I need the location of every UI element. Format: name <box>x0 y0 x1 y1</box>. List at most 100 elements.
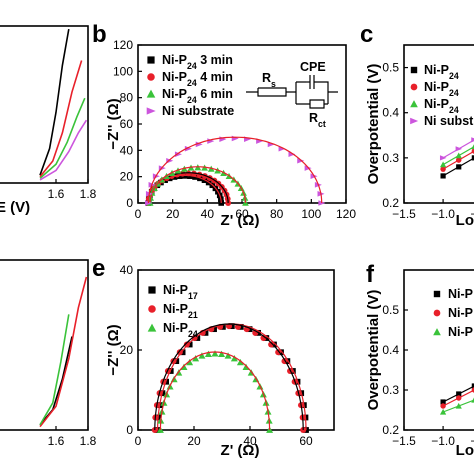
fit-line <box>442 139 474 159</box>
legend-marker <box>410 66 418 74</box>
panel-c: c0.20.30.40.5−1.5−1.0−0.5Ni-P24Ni-P24Ni-… <box>360 21 474 229</box>
data-point <box>191 334 198 342</box>
data-point <box>186 358 194 366</box>
data-point <box>456 164 462 170</box>
series-line <box>39 28 70 176</box>
series-line <box>39 336 73 426</box>
data-point <box>456 391 462 397</box>
legend-label: Ni-P24 4 min <box>162 70 233 88</box>
data-point <box>198 352 206 359</box>
circuit-cpe-label: CPE <box>300 60 326 74</box>
y-tick-label: 80 <box>120 91 134 105</box>
data-point <box>236 358 244 366</box>
x-axis-label: E (V) <box>0 199 30 216</box>
x-tick-label: −1.0 <box>431 207 455 221</box>
legend-label: Ni-P24 <box>163 321 198 339</box>
data-point <box>471 148 474 154</box>
x-tick-label: 20 <box>166 207 180 221</box>
legend-label: Ni subst <box>424 114 474 128</box>
series-line <box>39 97 86 179</box>
data-point <box>471 397 474 403</box>
data-point <box>218 350 226 358</box>
fit-line <box>442 389 474 407</box>
data-point <box>471 387 474 393</box>
data-point <box>439 155 447 161</box>
y-tick-label: 0.3 <box>382 151 399 165</box>
y-tick-label: 20 <box>120 343 134 357</box>
data-point <box>440 166 446 172</box>
x-tick-label: 0 <box>135 434 142 448</box>
data-point <box>174 151 182 158</box>
x-tick-label: −1.5 <box>392 434 416 448</box>
fit-line <box>157 323 307 431</box>
data-point <box>204 350 212 358</box>
legend-marker <box>410 83 418 91</box>
y-axis-label: −Z'' (Ω) <box>105 98 122 149</box>
panel-b: b 0 20 40 60 80 100 120 0 20 40 60 80 100 120 Ni-P24 3 … <box>92 21 356 229</box>
y-tick-label: 60 <box>120 117 134 131</box>
x-tick-label: −0.5 <box>470 207 474 221</box>
data-point <box>224 352 232 359</box>
x-tick-label: 100 <box>301 207 321 221</box>
legend-marker <box>433 290 441 298</box>
plot-frame <box>0 25 89 184</box>
legend-label: Ni-P24 3 min <box>162 53 233 71</box>
y-axis-label: −Z'' (Ω) <box>105 324 122 375</box>
legend-label: Ni-P24 <box>424 80 459 98</box>
series-line <box>39 119 88 181</box>
x-axis-label: Lo <box>456 442 474 459</box>
fit-line <box>442 150 474 170</box>
plot-frame <box>403 44 474 204</box>
data-point <box>471 137 474 143</box>
x-axis-label: Lo <box>456 212 474 229</box>
data-point <box>231 135 239 142</box>
y-tick-label: 0.5 <box>382 61 399 75</box>
legend-label: Ni-P24 <box>424 97 459 115</box>
data-point <box>260 334 267 342</box>
x-tick-label: 1.8 <box>80 187 97 201</box>
legend-marker <box>146 107 156 115</box>
fit-line <box>442 146 474 166</box>
fit-line <box>149 166 247 204</box>
x-tick-label: −0.5 <box>470 434 474 448</box>
panel-f: f 0.2 0.3 0.4 0.5 −1.5 −1.0 −0.5 Ni-P Ni-P Ni-P Lo O… <box>365 261 474 459</box>
y-tick-label: 0.2 <box>382 196 399 210</box>
data-point <box>195 141 203 148</box>
y-tick-label: 20 <box>120 170 134 184</box>
fit-line <box>154 323 304 431</box>
data-point <box>275 349 282 356</box>
x-tick-label: 1.6 <box>48 434 65 448</box>
data-point <box>471 383 474 389</box>
panel-a: 1.6 1.8 E (V) <box>0 25 97 216</box>
y-tick-label: 0.4 <box>382 343 399 357</box>
panel-label-f: f <box>366 261 375 288</box>
x-tick-label: 80 <box>270 207 284 221</box>
series-line <box>39 314 70 426</box>
data-point <box>439 408 447 415</box>
x-tick-label: 1.6 <box>48 187 65 201</box>
data-point <box>211 350 219 357</box>
x-tick-label: −1.5 <box>392 207 416 221</box>
data-point <box>192 355 200 362</box>
x-tick-label: 0 <box>135 207 142 221</box>
data-point <box>455 146 463 152</box>
legend-marker <box>433 328 441 336</box>
data-point <box>440 403 446 409</box>
plot-frame <box>0 259 89 431</box>
data-point <box>230 355 238 362</box>
legend-marker <box>148 305 156 313</box>
legend-label: Ni-P24 <box>424 63 459 81</box>
data-point <box>471 155 474 161</box>
y-tick-label: 100 <box>113 64 133 78</box>
circuit-rct-label: Rct <box>309 111 326 129</box>
legend-label: Ni-P <box>448 306 473 320</box>
legend-label: Ni-P21 <box>163 302 198 320</box>
data-point <box>455 395 462 401</box>
legend-marker <box>148 286 156 294</box>
series-line <box>39 276 88 428</box>
data-point <box>440 173 446 179</box>
y-tick-label: 40 <box>120 263 134 277</box>
data-point <box>455 152 462 159</box>
